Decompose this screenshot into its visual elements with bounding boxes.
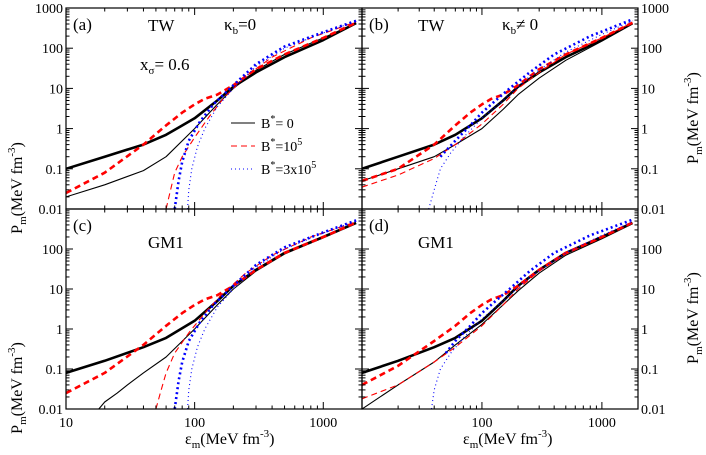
- curves-c: [66, 219, 357, 409]
- y-tick-label: 10: [49, 82, 63, 97]
- legend-label-b3: B*=3x105: [261, 160, 316, 178]
- series-line-b3-perpendicular: [186, 220, 357, 409]
- series-line-b1-perpendicular: [362, 222, 633, 400]
- y-tick-label: 1: [56, 123, 63, 138]
- y-axis-title-left-bottom: Pm(MeV fm-3): [6, 342, 29, 434]
- series-line-b0-perpendicular: [362, 23, 633, 182]
- series-line-b0-perpendicular: [98, 222, 357, 409]
- series-line-b3-perpendicular: [186, 20, 357, 209]
- y-tick-label: 1: [56, 323, 63, 338]
- series-line-b1-parallel: [66, 21, 357, 195]
- y-tick-label: 10: [641, 283, 655, 298]
- panel-b: 0.01 0.1 1 10 100 1000 (b) TW κb≠ 0: [361, 2, 669, 218]
- y-tick-label: 100: [42, 243, 63, 258]
- x-tick-label: 1000: [588, 416, 616, 431]
- panel-frame-d: [361, 208, 639, 410]
- y-tick-label: 1000: [35, 2, 63, 17]
- series-line-b0-parallel: [362, 21, 634, 171]
- y-axis-title-left-top: Pm(MeV fm-3): [6, 142, 29, 234]
- y-tick-label: 10: [641, 82, 655, 97]
- curves-b: [362, 18, 634, 209]
- y-tick-label: 0.01: [641, 403, 666, 418]
- legend: B*= 0 B*=105 B*=3x105: [231, 114, 316, 178]
- series-line-b3-perpendicular: [430, 221, 633, 409]
- curves-d: [362, 218, 634, 409]
- panel-frame-b: [361, 7, 639, 210]
- x-tick-label: 1000: [309, 416, 337, 431]
- series-line-b1-perpendicular: [362, 22, 633, 188]
- series-line-b3-parallel: [173, 219, 357, 409]
- series-line-b3-parallel: [444, 218, 633, 354]
- x-tick-label: 100: [471, 416, 492, 431]
- series-line-b1-parallel: [66, 221, 357, 395]
- y-tick-label: 0.1: [641, 163, 659, 178]
- y-tick-label: 10: [49, 283, 63, 298]
- series-line-b3-perpendicular: [428, 20, 633, 209]
- x-sigma-label: xσ= 0.6: [140, 55, 190, 77]
- y-tick-label: 0.1: [46, 163, 64, 178]
- panel-d: 0.01 0.1 1 10 100 100 1000 (d) GM1: [361, 208, 666, 431]
- y-tick-label: 0.1: [46, 363, 64, 378]
- kappa-label: κb=0: [224, 15, 256, 37]
- model-label: GM1: [148, 233, 184, 252]
- panel-letter: (b): [369, 15, 389, 34]
- series-line-b0-parallel: [362, 221, 634, 375]
- x-axis-title-right: εm(MeV fm-3): [463, 428, 552, 451]
- panel-letter: (c): [73, 216, 92, 235]
- series-line-b0-parallel: [66, 21, 357, 171]
- model-label: TW: [148, 16, 175, 35]
- series-line-b1-parallel: [362, 221, 634, 387]
- series-line-b1-parallel: [362, 21, 634, 183]
- y-tick-label: 0.1: [641, 363, 659, 378]
- y-axis-title-right-bottom: Pm(MeV fm-3): [682, 272, 705, 364]
- series-line-b1-perpendicular: [165, 21, 357, 209]
- y-tick-label: 0.01: [641, 203, 666, 218]
- x-axis-title-left: εm(MeV fm-3): [185, 428, 274, 451]
- model-label: GM1: [418, 233, 454, 252]
- y-tick-label: 0.01: [39, 403, 64, 418]
- curves-a: [66, 19, 357, 209]
- series-line-b1-perpendicular: [155, 221, 357, 409]
- x-tick-label: 10: [59, 416, 73, 431]
- y-tick-label: 1: [641, 323, 648, 338]
- x-tick-label: 100: [184, 416, 205, 431]
- y-tick-label: 0.01: [39, 203, 64, 218]
- panel-letter: (d): [369, 216, 389, 235]
- y-axis-title-right-top: Pm(MeV fm-3): [682, 72, 705, 164]
- kappa-label: κb≠ 0: [502, 15, 538, 37]
- model-label: TW: [418, 16, 445, 35]
- panel-c: 0.01 0.1 1 10 100 10 100 1000 (c) GM1: [39, 208, 363, 431]
- y-tick-label: 100: [641, 42, 662, 57]
- panel-letter: (a): [73, 15, 92, 34]
- legend-label-b1: B*=105: [261, 137, 302, 155]
- y-tick-label: 1000: [641, 2, 669, 17]
- series-line-b3-parallel: [173, 19, 357, 209]
- y-tick-label: 100: [42, 42, 63, 57]
- y-tick-label: 100: [641, 243, 662, 258]
- series-line-b0-perpendicular: [362, 223, 633, 409]
- legend-label-b0: B*= 0: [261, 114, 294, 132]
- y-tick-label: 1: [641, 123, 648, 138]
